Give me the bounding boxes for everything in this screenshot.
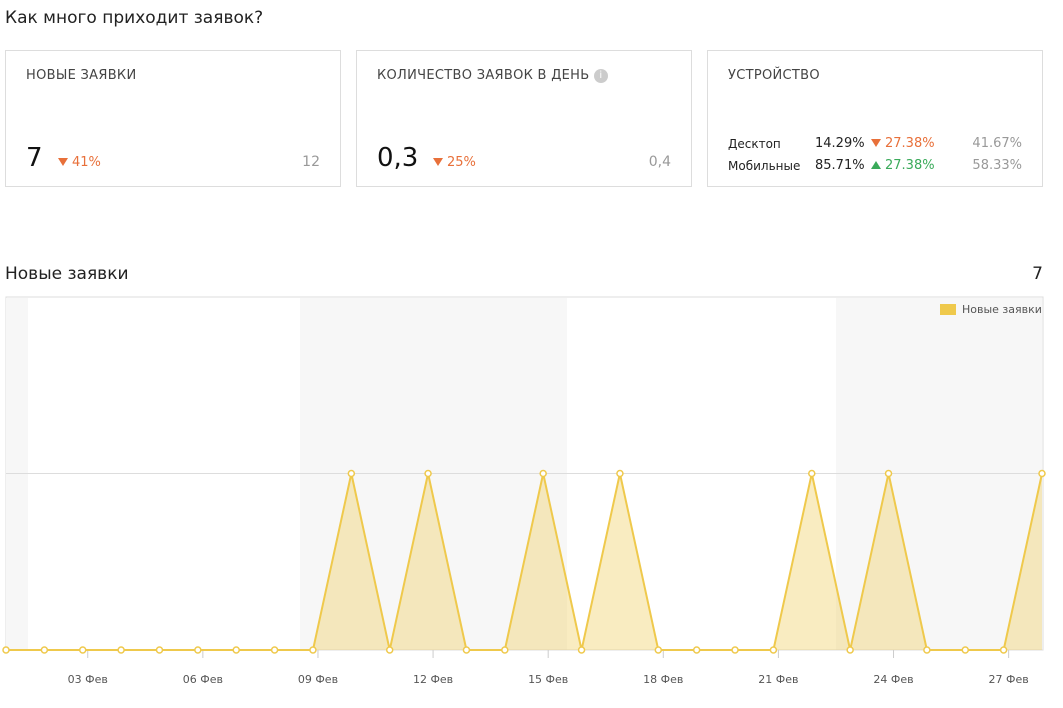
- change-text: 27.38%: [885, 158, 935, 173]
- point: [270, 646, 279, 654]
- card: КОЛИЧЕСТВО ЗАЯВОК В ДЕНЬ i 0,3 25% 0,4: [356, 50, 692, 187]
- x-tick-label: 06 Фев: [183, 673, 223, 686]
- point: [117, 646, 125, 654]
- change-text: 41%: [72, 155, 101, 170]
- device-previous: 41.67%: [972, 136, 1022, 151]
- card-label: УСТРОЙСТВО: [728, 68, 820, 83]
- card-change: 41%: [58, 155, 101, 170]
- point: [999, 646, 1008, 654]
- point: [194, 646, 202, 654]
- point: [884, 469, 893, 478]
- card: НОВЫЕ ЗАЯВКИ 7 41% 12: [5, 50, 341, 187]
- chart-total: 7: [1032, 264, 1043, 284]
- point: [577, 646, 586, 654]
- x-tick-label: 18 Фев: [643, 673, 683, 686]
- device-name: Мобильные: [728, 159, 801, 173]
- legend-label: Новые заявки: [962, 303, 1042, 316]
- x-tick-label: 24 Фев: [873, 673, 913, 686]
- card-value: 0,3: [377, 143, 419, 173]
- point: [923, 646, 931, 654]
- point: [846, 646, 854, 654]
- label-text: КОЛИЧЕСТВО ЗАЯВОК В ДЕНЬ: [377, 68, 590, 83]
- legend-swatch: [940, 304, 956, 315]
- point: [1038, 469, 1046, 478]
- x-tick-label: 03 Фев: [68, 673, 108, 686]
- point: [78, 646, 87, 654]
- point: [2, 646, 10, 654]
- x-tick-label: 12 Фев: [413, 673, 453, 686]
- x-tick-label: 27 Фев: [989, 673, 1029, 686]
- up-arrow: [871, 161, 881, 169]
- point: [501, 646, 509, 654]
- device-name: Десктоп: [728, 137, 781, 151]
- point: [309, 646, 317, 654]
- card-value: 7: [26, 143, 43, 173]
- chart-title: Новые заявки: [5, 264, 129, 284]
- point: [232, 646, 240, 654]
- line: [6, 473, 1043, 651]
- device-share: 85.71%: [815, 158, 865, 173]
- point: [961, 646, 970, 654]
- info-icon[interactable]: i: [593, 68, 608, 83]
- card-previous: 0,4: [648, 154, 671, 170]
- device-change: 27.38%: [871, 158, 935, 173]
- device-previous: 58.33%: [972, 158, 1022, 173]
- point: [616, 469, 624, 478]
- point: [769, 646, 778, 654]
- point: [40, 646, 49, 654]
- card-label: НОВЫЕ ЗАЯВКИ: [26, 68, 137, 83]
- point: [731, 646, 739, 654]
- point: [808, 469, 816, 478]
- device-share: 14.29%: [815, 136, 865, 151]
- card-previous: 12: [302, 154, 320, 170]
- down-arrow: [433, 158, 443, 166]
- card-change: 25%: [433, 155, 476, 170]
- point: [692, 646, 701, 654]
- point: [539, 469, 547, 478]
- point: [462, 646, 471, 654]
- change-text: 27.38%: [885, 136, 935, 151]
- x-tick-label: 15 Фев: [528, 673, 568, 686]
- card-label: КОЛИЧЕСТВО ЗАЯВОК В ДЕНЬ i: [377, 68, 608, 83]
- point: [347, 469, 356, 478]
- point: [155, 646, 164, 654]
- device-change: 27.38%: [871, 136, 935, 151]
- change-text: 25%: [447, 155, 476, 170]
- card: УСТРОЙСТВО Десктоп 14.29% 27.38% 41.67% …: [707, 50, 1043, 187]
- down-arrow: [871, 139, 881, 147]
- x-tick-label: 21 Фев: [758, 673, 798, 686]
- point: [654, 646, 663, 654]
- point: [385, 646, 394, 654]
- point: [424, 469, 432, 478]
- x-tick-label: 09 Фев: [298, 673, 338, 686]
- down-arrow: [58, 158, 68, 166]
- page-title: Как много приходит заявок?: [5, 8, 264, 28]
